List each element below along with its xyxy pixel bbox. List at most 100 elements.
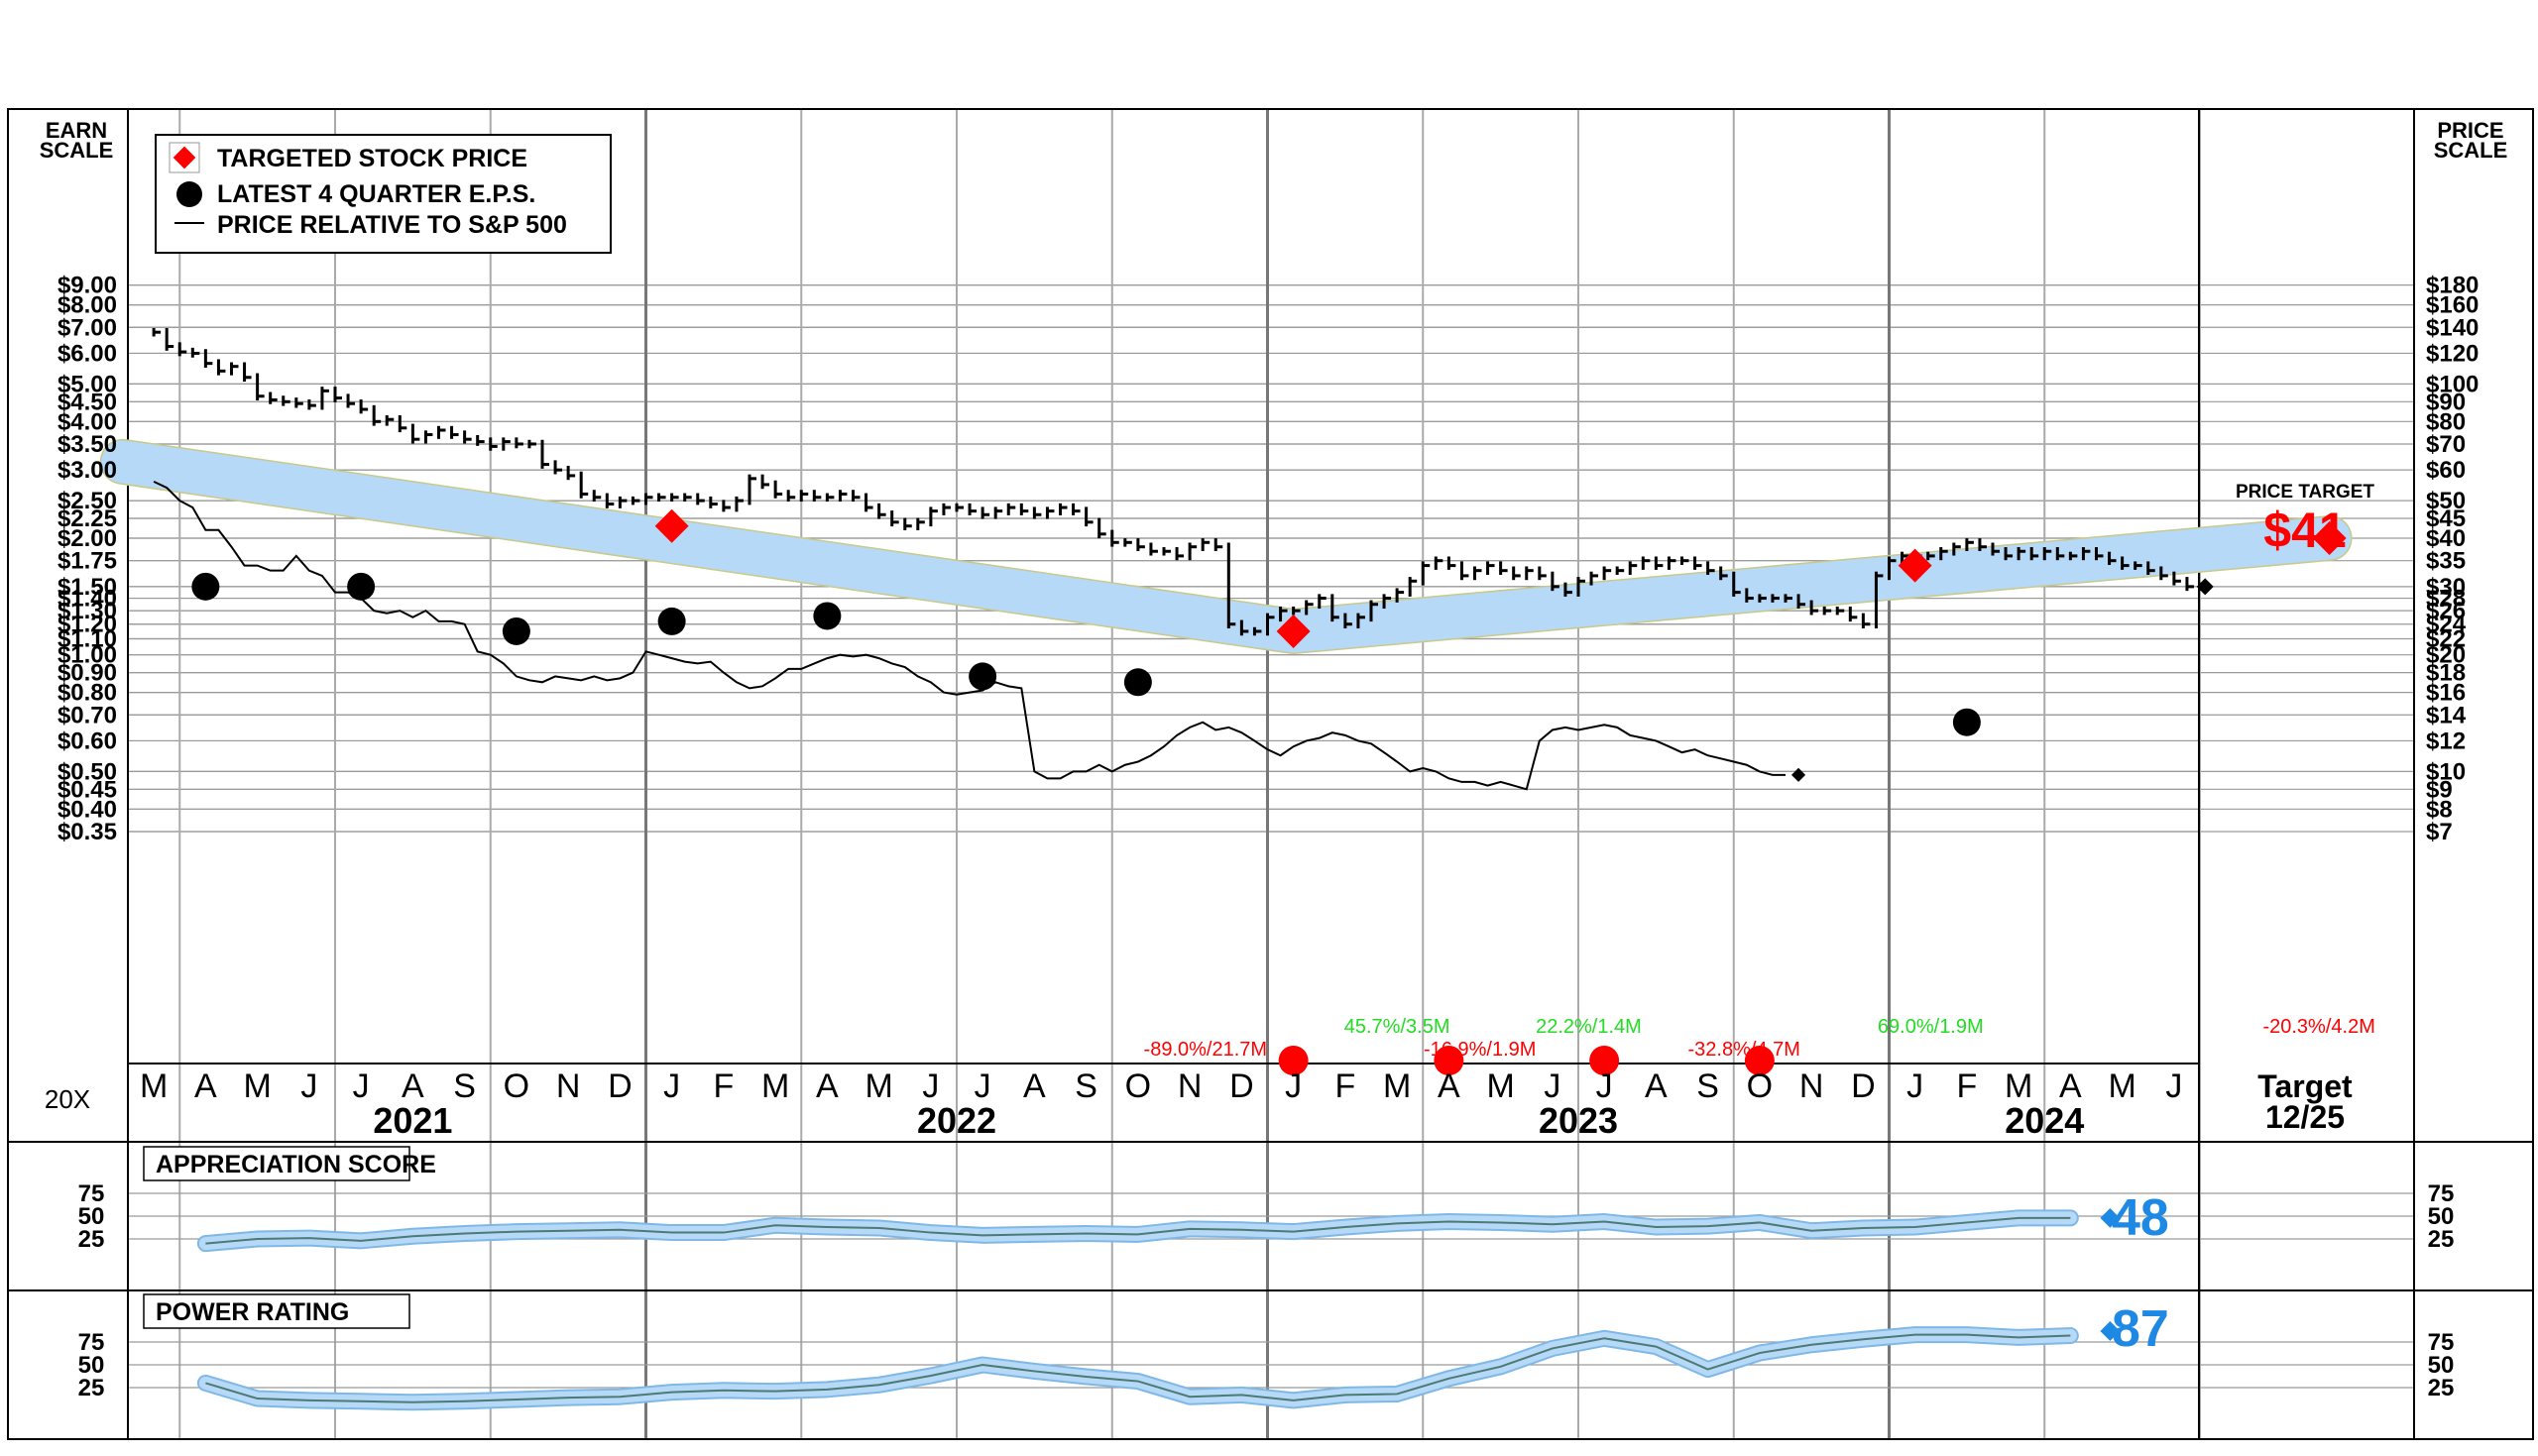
earn-tick-label: $2.25 bbox=[58, 505, 117, 532]
price-tick-label: $60 bbox=[2426, 457, 2466, 484]
month-label: A bbox=[1645, 1067, 1668, 1105]
appreciation-title: APPRECIATION SCORE bbox=[156, 1151, 436, 1178]
month-label: O bbox=[1125, 1067, 1151, 1105]
month-label: D bbox=[1851, 1067, 1876, 1105]
earn-tick-label: $4.00 bbox=[58, 408, 117, 435]
score-tick-label-left: 75 bbox=[78, 1329, 105, 1356]
month-label: D bbox=[1229, 1067, 1254, 1105]
score-tick-label-right: 75 bbox=[2428, 1180, 2455, 1207]
earn-tick-label: $1.30 bbox=[58, 598, 117, 624]
earn-tick-label: $2.50 bbox=[58, 488, 117, 514]
month-label: J bbox=[663, 1067, 680, 1105]
month-label: J bbox=[353, 1067, 370, 1105]
price-tick-label: $12 bbox=[2426, 728, 2466, 754]
target-label: Target bbox=[2257, 1068, 2353, 1104]
score-tick-label-left: 75 bbox=[78, 1180, 105, 1207]
power-title: POWER RATING bbox=[156, 1298, 349, 1326]
month-label: M bbox=[1486, 1067, 1514, 1105]
relative-strength-line bbox=[153, 480, 1806, 791]
month-label: N bbox=[1178, 1067, 1203, 1105]
month-label: A bbox=[1023, 1067, 1046, 1105]
chart-frame bbox=[7, 108, 2534, 1440]
score-tick-label-left: 25 bbox=[78, 1375, 105, 1401]
earn-tick-label: $0.60 bbox=[58, 728, 117, 754]
score-tick-label-left: 50 bbox=[78, 1203, 105, 1230]
earn-tick-label: $0.70 bbox=[58, 702, 117, 728]
price-tick-label: $100 bbox=[2426, 371, 2479, 397]
month-label: J bbox=[1285, 1067, 1302, 1105]
target-band bbox=[99, 438, 2353, 654]
month-label: S bbox=[1696, 1067, 1719, 1105]
earn-scale-label-1: EARN bbox=[46, 118, 107, 143]
legend-eps-label: LATEST 4 QUARTER E.P.S. bbox=[217, 180, 535, 208]
earn-tick-label: $0.90 bbox=[58, 660, 117, 687]
price-end-marker bbox=[2196, 578, 2214, 596]
surprise-label: 22.2%/1.4M bbox=[1536, 1016, 1642, 1038]
price-tick-label: $180 bbox=[2426, 273, 2479, 299]
earn-tick-label: $0.40 bbox=[58, 796, 117, 823]
surprise-label: -89.0%/21.7M bbox=[1144, 1039, 1268, 1061]
price-scale-label-2: SCALE bbox=[2434, 138, 2508, 163]
price-tick-label: $80 bbox=[2426, 408, 2466, 435]
score-tick-label-left: 25 bbox=[78, 1226, 105, 1253]
price-tick-label: $28 bbox=[2426, 586, 2466, 613]
month-label: F bbox=[1956, 1067, 1977, 1105]
surprise-dot bbox=[1744, 1046, 1775, 1075]
earn-tick-label: $1.40 bbox=[58, 586, 117, 613]
price-tick-label: $90 bbox=[2426, 389, 2466, 415]
price-target-label: PRICE TARGET bbox=[2236, 482, 2374, 503]
score-tick-label-right: 50 bbox=[2428, 1352, 2455, 1379]
legend-eps-icon bbox=[176, 181, 202, 207]
price-tick-label: $18 bbox=[2426, 660, 2466, 687]
surprise-label: 69.0%/1.9M bbox=[1878, 1016, 1984, 1038]
month-label: J bbox=[2165, 1067, 2182, 1105]
multiple-label: 20X bbox=[45, 1084, 90, 1114]
earn-tick-label: $9.00 bbox=[58, 273, 117, 299]
earn-tick-label: $1.00 bbox=[58, 642, 117, 669]
surprise-label: -16.9%/1.9M bbox=[1424, 1039, 1536, 1061]
surprise-label: -32.8%/4.7M bbox=[1688, 1039, 1800, 1061]
month-label: A bbox=[816, 1067, 839, 1105]
year-label: 2022 bbox=[917, 1100, 996, 1141]
month-label: F bbox=[713, 1067, 734, 1105]
eps-dot bbox=[657, 607, 686, 635]
price-tick-label: $50 bbox=[2426, 488, 2466, 514]
earn-tick-label: $6.00 bbox=[58, 340, 117, 367]
month-label: S bbox=[453, 1067, 476, 1105]
earn-tick-label: $2.00 bbox=[58, 525, 117, 552]
month-label: A bbox=[402, 1067, 424, 1105]
outer-frame bbox=[7, 108, 2534, 1440]
price-tick-label: $160 bbox=[2426, 292, 2479, 319]
price-tick-label: $45 bbox=[2426, 505, 2466, 532]
earnings-surprises: -89.0%/21.7M 45.7%/3.5M-16.9%/1.9M22.2%/1… bbox=[1144, 1016, 2375, 1075]
price-tick-label: $10 bbox=[2426, 758, 2466, 785]
month-label: M bbox=[1383, 1067, 1411, 1105]
month-label: J bbox=[300, 1067, 317, 1105]
month-label: M bbox=[140, 1067, 168, 1105]
eps-dot bbox=[1123, 668, 1152, 697]
price-tick-label: $120 bbox=[2426, 340, 2479, 367]
month-label: M bbox=[2005, 1067, 2032, 1105]
earn-tick-label: $1.75 bbox=[58, 548, 117, 575]
eps-dot bbox=[813, 602, 842, 630]
earn-tick-label: $0.45 bbox=[58, 776, 117, 803]
price-tick-label: $35 bbox=[2426, 548, 2466, 575]
relative-line bbox=[153, 480, 1786, 791]
target-diamond bbox=[1898, 548, 1932, 583]
power-title-box bbox=[143, 1293, 410, 1329]
price-tick-label: $70 bbox=[2426, 431, 2466, 458]
month-label: A bbox=[194, 1067, 217, 1105]
month-label: J bbox=[1906, 1067, 1923, 1105]
month-label: J bbox=[922, 1067, 939, 1105]
appreciation-current-value: 48 bbox=[2112, 1189, 2169, 1247]
earn-tick-label: $8.00 bbox=[58, 292, 117, 319]
month-label: O bbox=[1747, 1067, 1773, 1105]
month-label: M bbox=[761, 1067, 789, 1105]
earn-tick-label: $0.50 bbox=[58, 758, 117, 785]
eps-dot bbox=[1952, 708, 1981, 736]
price-tick-label: $14 bbox=[2426, 702, 2467, 728]
score-tick-label-right: 75 bbox=[2428, 1329, 2455, 1356]
month-label: M bbox=[2108, 1067, 2135, 1105]
